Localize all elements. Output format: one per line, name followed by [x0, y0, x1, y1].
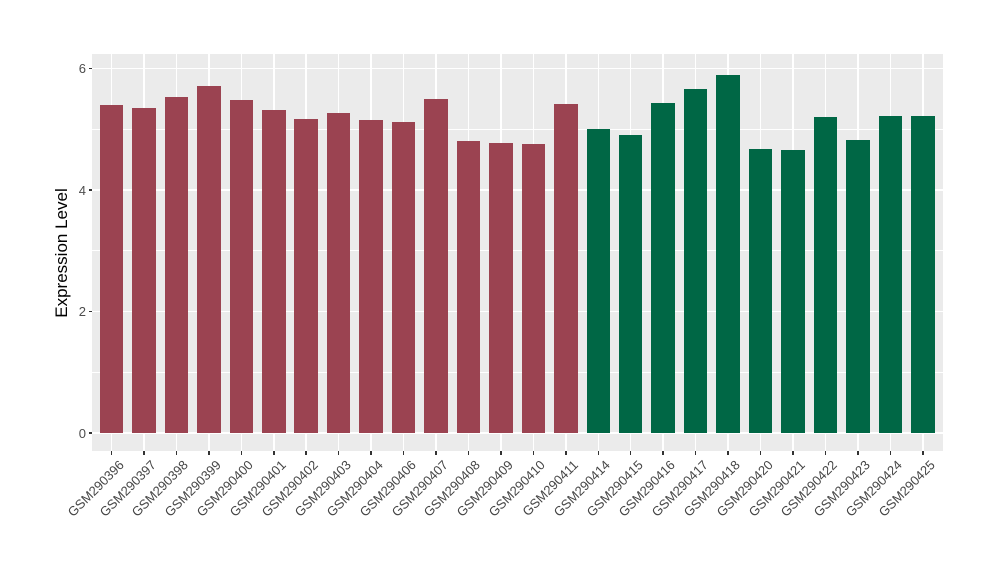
x-tick-mark [532, 451, 535, 455]
x-tick-mark [402, 451, 405, 455]
x-tick-mark [565, 451, 567, 455]
bar [846, 140, 870, 433]
x-tick-mark [240, 451, 243, 455]
bar [164, 97, 189, 433]
x-tick-mark [922, 451, 924, 455]
bar [813, 117, 838, 433]
major-gridline [92, 432, 943, 434]
bar [197, 86, 221, 433]
x-tick-mark [208, 451, 210, 455]
bar [456, 141, 481, 433]
major-gridline [92, 189, 943, 191]
y-tick-label: 2 [78, 304, 86, 319]
x-tick-mark [824, 451, 827, 455]
y-tick-label: 6 [78, 61, 86, 76]
bar [683, 88, 708, 433]
bar [326, 113, 351, 433]
bar [294, 118, 318, 433]
y-tick-label: 4 [78, 182, 86, 198]
x-tick-mark [305, 451, 307, 455]
x-tick-mark [110, 451, 113, 455]
bar [748, 149, 773, 433]
x-tick-mark [857, 451, 859, 455]
x-tick-mark [694, 451, 697, 455]
bar [911, 116, 935, 433]
major-gridline [92, 67, 943, 70]
x-tick-mark [727, 451, 729, 455]
bar [391, 121, 416, 433]
bar [229, 100, 254, 433]
bar [716, 74, 740, 433]
y-tick-mark [88, 189, 92, 191]
bar [878, 115, 903, 433]
bar [99, 104, 124, 433]
bar [781, 149, 805, 433]
y-tick-mark [88, 67, 92, 70]
bar [359, 120, 383, 433]
bar [618, 134, 643, 433]
x-tick-mark [889, 451, 892, 455]
x-tick-mark [435, 451, 437, 455]
bar [554, 104, 578, 433]
x-tick-mark [792, 451, 794, 455]
y-axis-title: Expression Level [52, 188, 71, 318]
minor-gridline [92, 128, 943, 130]
x-tick-mark [629, 451, 632, 455]
bar [651, 103, 675, 433]
bar [521, 144, 546, 433]
x-tick-mark [662, 451, 664, 455]
bar [489, 142, 513, 433]
minor-gridline [92, 250, 943, 252]
bar [262, 109, 286, 433]
x-tick-mark [337, 451, 340, 455]
x-tick-mark [500, 451, 502, 455]
bar [424, 98, 448, 433]
x-tick-mark [175, 451, 178, 455]
y-tick-label: 0 [78, 425, 86, 441]
y-tick-mark [88, 310, 92, 313]
bar [132, 107, 156, 433]
x-tick-mark [370, 451, 372, 455]
x-tick-mark [759, 451, 762, 455]
x-tick-mark [143, 451, 145, 455]
minor-gridline [92, 371, 943, 373]
x-tick-mark [597, 451, 599, 455]
major-gridline [92, 310, 943, 313]
x-tick-mark [467, 451, 470, 455]
plot-panel [92, 54, 943, 451]
bar [586, 129, 610, 433]
x-tick-mark [273, 451, 275, 455]
y-tick-mark [88, 432, 92, 434]
